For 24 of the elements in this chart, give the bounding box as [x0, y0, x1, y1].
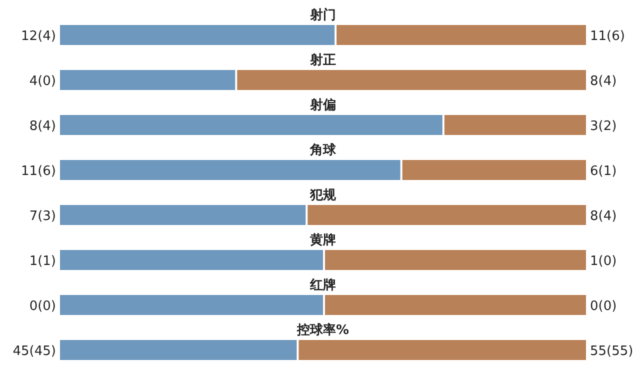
text: 45(45): [12, 344, 56, 359]
text: 6(1): [590, 164, 617, 179]
text: 8(4): [590, 74, 617, 89]
y-tick-label: 射正: [309, 53, 336, 68]
text: 12(4): [21, 29, 56, 44]
y-tick-label: 黄牌: [309, 232, 336, 248]
text: 11(6): [590, 29, 625, 44]
text: 0(0): [590, 299, 617, 314]
text: 8(4): [590, 209, 617, 224]
text: 55(55): [590, 344, 634, 359]
text: 1(1): [29, 254, 56, 269]
text: 0(0): [29, 299, 56, 314]
y-tick-label: 红牌: [309, 277, 336, 293]
y-tick-label: 控球率%: [296, 322, 350, 338]
text: 1(0): [590, 254, 617, 269]
text: 3(2): [590, 119, 617, 134]
y-tick-label: 射门: [309, 7, 336, 23]
y-tick-label: 犯规: [309, 188, 337, 203]
text: 4(0): [29, 74, 56, 89]
text: 11(6): [21, 164, 56, 179]
y-tick-label: 角球: [309, 142, 337, 158]
y-tick-label: 射偏: [309, 98, 336, 113]
text: 8(4): [29, 119, 56, 134]
text: 7(3): [29, 209, 56, 224]
